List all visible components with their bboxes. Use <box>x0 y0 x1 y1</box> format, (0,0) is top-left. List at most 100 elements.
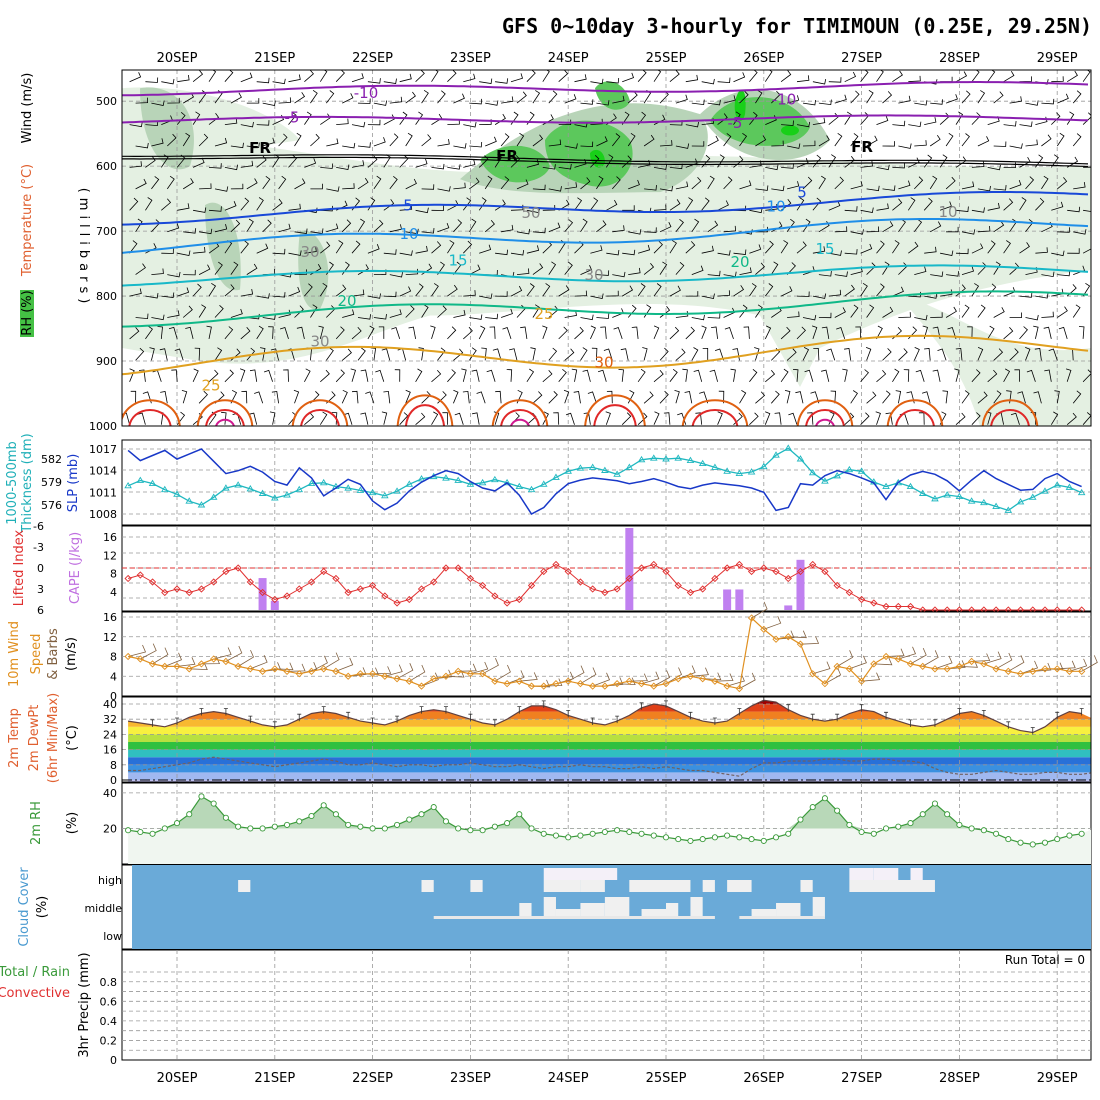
thickness-marker-12 <box>271 494 279 501</box>
dome-9-0 <box>981 399 1039 426</box>
surface-barb-45 <box>678 665 696 680</box>
thickness-marker-39 <box>601 466 609 473</box>
upper-barb-672 <box>230 308 243 318</box>
contour-label-5: FR <box>496 147 518 165</box>
contour-label-1: -10 <box>772 90 797 108</box>
rh2m-marker-67 <box>944 811 951 818</box>
thickness-marker-55 <box>796 455 805 462</box>
wind-grid <box>122 612 1091 696</box>
surface-barb-3 <box>164 652 183 667</box>
cloud-clear-blocks <box>238 868 935 919</box>
wind-tick-0: 0 <box>110 690 117 703</box>
li-marker-61 <box>870 599 878 607</box>
upper-barb-754 <box>574 326 584 340</box>
li-marker-24 <box>417 585 426 593</box>
upper-barb-641 <box>701 293 715 299</box>
upper-barb-684 <box>421 304 429 318</box>
upper-barb-59 <box>1066 70 1078 83</box>
upper-barb-293 <box>939 154 948 168</box>
surface-barb-8 <box>225 645 243 662</box>
contour-label-3: -5 <box>728 114 743 132</box>
rh2m-marker-70 <box>980 827 987 834</box>
wind-marker-20 <box>368 670 377 678</box>
upper-barb-241 <box>1072 133 1082 147</box>
upper-barb-473 <box>913 218 923 233</box>
surface-barb-4 <box>176 657 196 667</box>
upper-barb-216 <box>675 143 690 149</box>
contour-label-20: 30 <box>310 333 329 351</box>
li-marker-40 <box>613 585 621 593</box>
wind-marker-70 <box>980 660 988 668</box>
upper-barb-873 <box>542 369 553 383</box>
upper-barb-460 <box>707 220 719 233</box>
upper-barb-444 <box>453 219 463 233</box>
upper-barb-944 <box>699 391 709 404</box>
li-marker-21 <box>381 592 389 600</box>
upper-barb-800 <box>341 348 352 361</box>
bottom-date-23SEP: 23SEP <box>450 1071 491 1086</box>
wind-marker-45 <box>674 675 682 683</box>
upper-barb-855 <box>249 369 258 382</box>
wind-marker-62 <box>882 652 890 661</box>
surface-barb-34 <box>543 678 563 687</box>
surface-barb-17 <box>335 657 354 672</box>
upper-barb-729 <box>168 326 178 340</box>
li-marker-15 <box>307 578 316 586</box>
upper-barb-526 <box>796 241 807 254</box>
upper-barb-559 <box>357 264 369 275</box>
upper-barb-398 <box>685 197 694 211</box>
upper-barb-238 <box>1025 139 1038 147</box>
upper-barb-701 <box>691 314 705 321</box>
upper-barb-457 <box>659 222 672 233</box>
wind-label-3: & Barbs <box>46 628 61 680</box>
cloud-label: Cloud Cover <box>17 867 32 947</box>
upper-barb-159 <box>733 111 741 125</box>
li-marker-56 <box>809 560 817 569</box>
li-marker-53 <box>772 567 780 576</box>
temp-band-6 <box>128 734 1091 742</box>
upper-barb-1015 <box>875 411 881 425</box>
thickness-marker-28 <box>466 480 475 487</box>
rh2m-marker-27 <box>455 825 462 832</box>
upper-barb-996 <box>565 412 575 425</box>
thickness-marker-33 <box>527 485 536 493</box>
upper-barb-451 <box>564 219 574 233</box>
contour-label-12: 15 <box>815 240 834 258</box>
rh2m-marker-74 <box>1029 841 1036 848</box>
cloud-block-28 <box>739 916 825 919</box>
thickness-marker-65 <box>918 489 927 496</box>
rh2m-marker-16 <box>320 802 327 809</box>
thickness-marker-13 <box>283 491 291 498</box>
upper-barb-132 <box>304 111 312 125</box>
upper-barb-637 <box>637 283 646 297</box>
upper-barb-925 <box>405 389 411 404</box>
cape-bars <box>258 528 805 610</box>
upper-barb-233 <box>945 132 954 147</box>
upper-barb-49 <box>908 75 921 83</box>
wind-marker-11 <box>258 667 267 675</box>
rh2m-marker-44 <box>662 834 670 841</box>
cloud-block-0 <box>238 880 251 892</box>
upper-barb-313 <box>294 178 306 190</box>
upper-barb-204 <box>485 136 497 147</box>
upper-barb-38 <box>733 72 746 83</box>
rh2m-marker-20 <box>369 825 376 832</box>
upper-barb-439 <box>373 219 384 233</box>
upper-barb-1007 <box>749 412 759 425</box>
upper-barb-25 <box>526 70 536 82</box>
wind-tick-16: 16 <box>103 611 117 624</box>
upper-barb-235 <box>977 136 990 147</box>
surface-barb-37 <box>580 667 597 685</box>
slp-tick-1011: 1011 <box>89 486 117 499</box>
upper-barb-169 <box>892 120 906 127</box>
upper-barb-41 <box>780 70 792 83</box>
upper-barb-182 <box>135 142 149 149</box>
thickness-marker-57 <box>821 477 829 484</box>
upper-barb-69 <box>262 100 276 106</box>
upper-barb-988 <box>442 412 448 425</box>
upper-barb-905 <box>1044 369 1052 382</box>
wind-marker-35 <box>552 680 560 688</box>
upper-barb-733 <box>240 327 251 340</box>
upper-barb-533 <box>908 241 919 254</box>
